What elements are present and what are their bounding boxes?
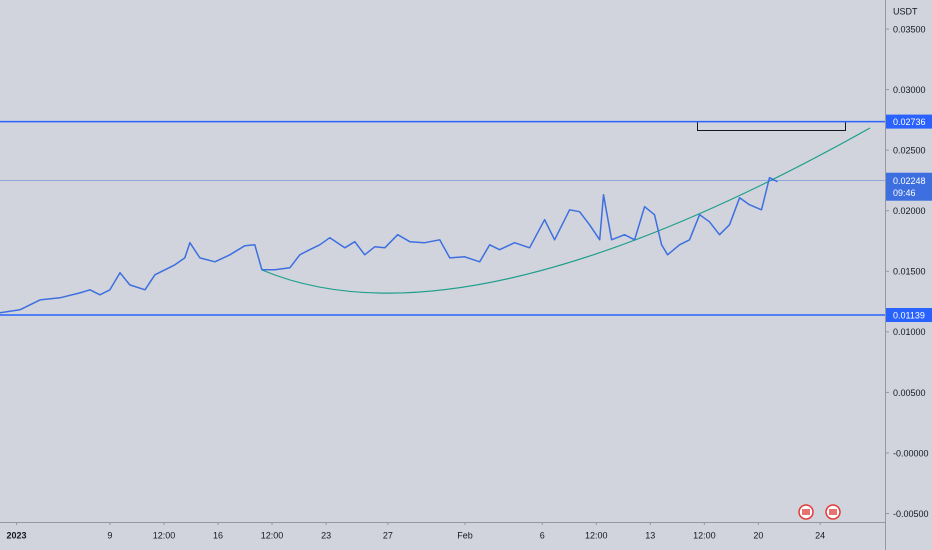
x-tick-label: 12:00 <box>693 530 716 540</box>
level-label-box <box>886 308 932 323</box>
event-icon[interactable] <box>798 504 814 520</box>
x-tick-label: 27 <box>383 530 393 540</box>
x-tick-label: 16 <box>213 530 223 540</box>
last-price-box <box>886 172 932 201</box>
y-tick-label: 0.01500 <box>893 267 926 277</box>
event-icon[interactable] <box>825 504 841 520</box>
event-icon-flag <box>802 509 810 515</box>
y-tick-label: 0.02000 <box>893 206 926 216</box>
level-label-box <box>886 114 932 129</box>
x-tick-label: 12:00 <box>585 530 608 540</box>
x-tick-label: 20 <box>753 530 763 540</box>
x-tick-label: 24 <box>815 530 825 540</box>
x-tick-label: 12:00 <box>261 530 284 540</box>
arc-drawing <box>261 127 871 294</box>
y-tick-label: 0.01000 <box>893 327 926 337</box>
last-price-label: 0.02248 <box>893 176 926 186</box>
x-tick-label: 12:00 <box>153 530 176 540</box>
x-tick-label: 23 <box>321 530 331 540</box>
level-label: 0.01139 <box>893 310 925 320</box>
event-icon-flag <box>829 509 837 515</box>
y-tick-label: -0.00000 <box>893 448 929 458</box>
countdown-label: 09:46 <box>893 188 916 198</box>
x-tick-label: Feb <box>457 530 473 540</box>
price-line <box>0 176 778 314</box>
y-tick-label: 0.03500 <box>893 24 926 34</box>
currency-label: USDT <box>893 6 918 16</box>
y-tick-label: 0.02500 <box>893 146 926 156</box>
y-tick-label: 0.03000 <box>893 85 926 95</box>
y-tick-label: -0.00500 <box>893 509 929 519</box>
x-tick-label: 2023 <box>7 530 27 540</box>
x-tick-label: 9 <box>107 530 112 540</box>
x-tick-label: 6 <box>540 530 545 540</box>
y-tick-label: 0.00500 <box>893 388 926 398</box>
x-tick-label: 13 <box>645 530 655 540</box>
level-label: 0.02736 <box>893 117 926 127</box>
